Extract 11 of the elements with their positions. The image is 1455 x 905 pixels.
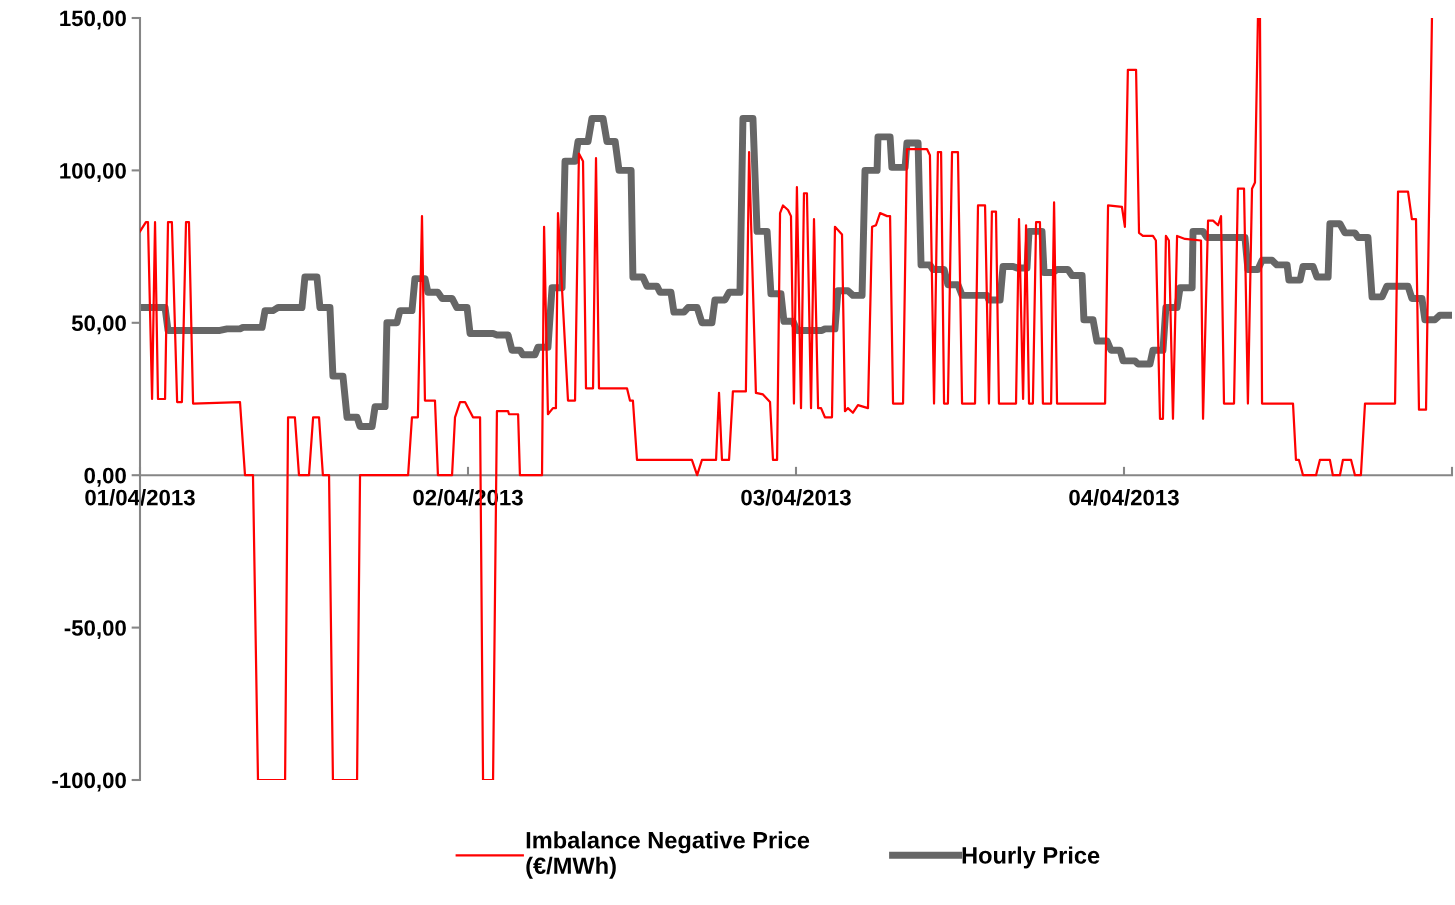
legend-label: Hourly Price — [962, 846, 1100, 869]
y-tick-label: 50,00 — [71, 315, 126, 335]
x-tick-label: 01/04/2013 — [85, 489, 195, 506]
x-tick-label: 03/04/2013 — [741, 489, 851, 506]
legend-label: Imbalance Negative Price (€/MWh) — [526, 831, 810, 879]
x-tick-label: 04/04/2013 — [1069, 489, 1179, 506]
y-tick-label: 100,00 — [60, 162, 126, 182]
y-tick-label: -50,00 — [64, 620, 126, 640]
y-tick-label: -100,00 — [52, 772, 126, 792]
y-tick-label: 0,00 — [84, 467, 126, 487]
y-tick-label: 150,00 — [60, 10, 126, 30]
